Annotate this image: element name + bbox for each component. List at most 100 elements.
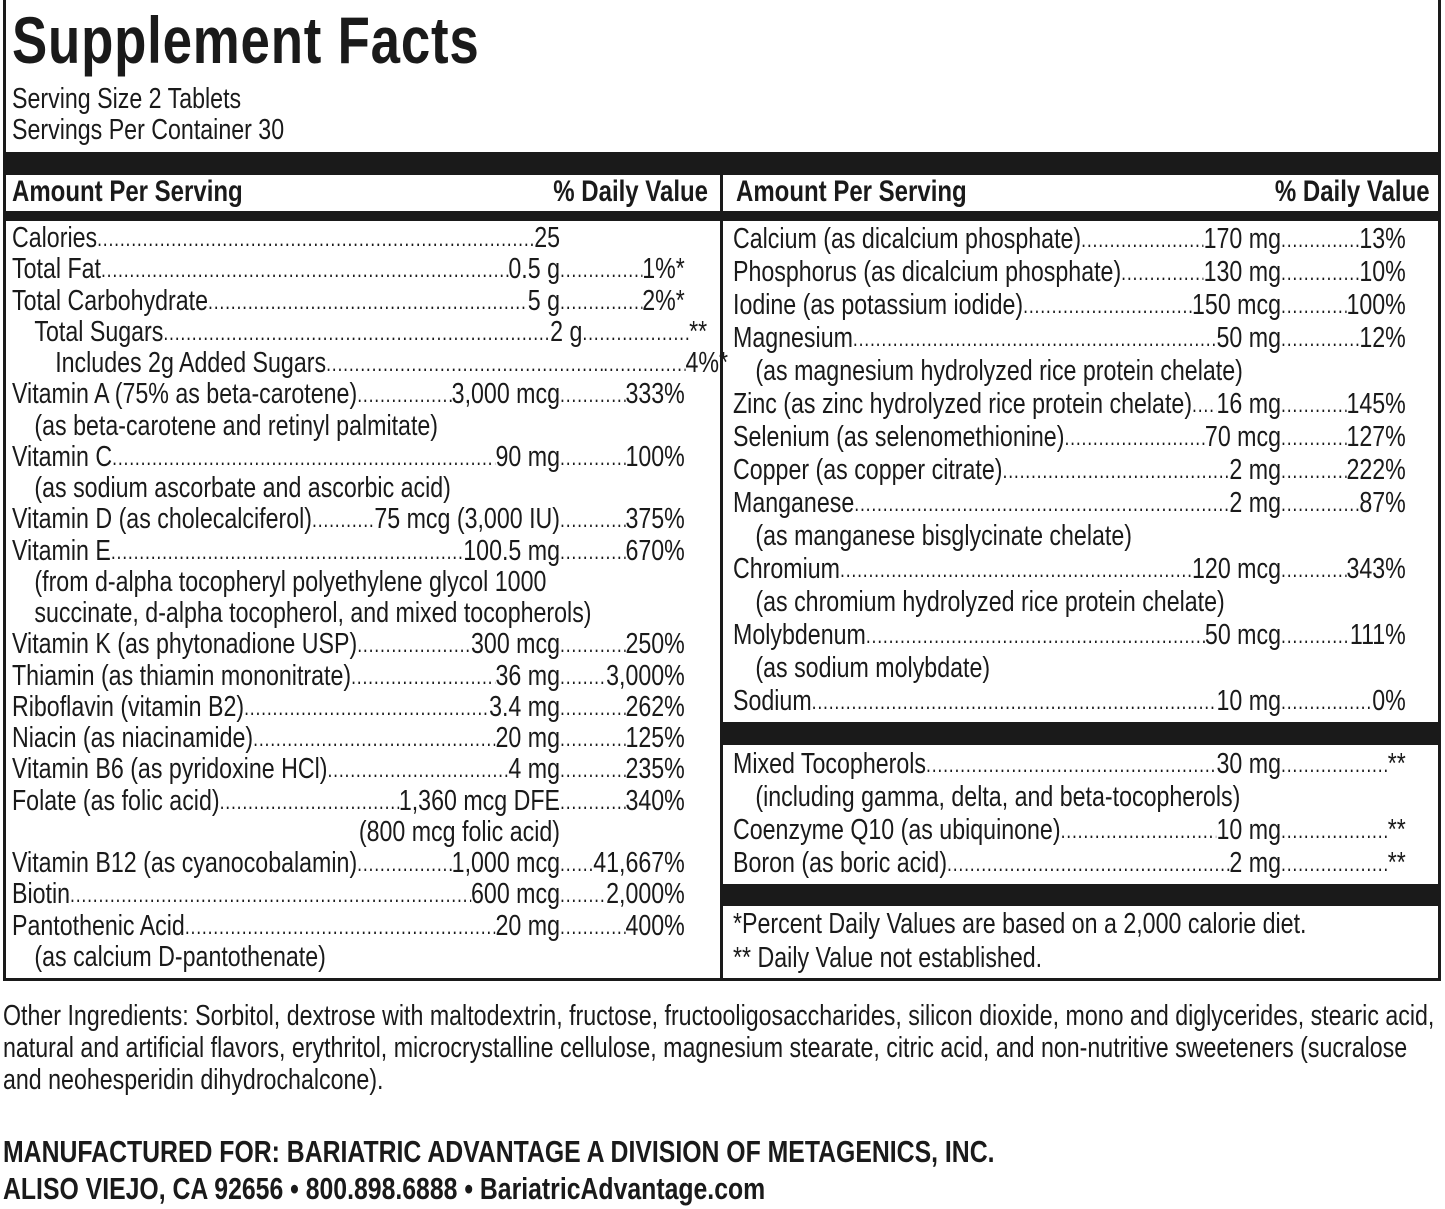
daily-value: 375% xyxy=(625,503,685,536)
dot-leader xyxy=(111,536,463,567)
source-text: (including gamma, delta, and beta-tocoph… xyxy=(755,781,1241,813)
nutrient-amount: 300 mcg xyxy=(471,628,560,661)
nutrient-name: Total Sugars xyxy=(34,315,164,348)
nutrient-row: Mixed Tocopherols 30 mg ** xyxy=(733,748,1406,781)
nutrient-amount: 2 g xyxy=(550,315,583,348)
nutrient-source: (as chromium hydrolyzed rice protein che… xyxy=(733,586,1406,619)
nutrient-amount: 20 mg xyxy=(495,909,560,942)
dot-leader xyxy=(560,879,606,910)
nutrient-name: Calcium (as dicalcium phosphate) xyxy=(733,223,1082,255)
divider-bar xyxy=(723,884,1438,906)
dot-leader xyxy=(1281,388,1346,421)
daily-value: 670% xyxy=(625,534,685,567)
daily-value: 41,667% xyxy=(593,847,685,879)
nutrient-name: Magnesium xyxy=(733,322,853,354)
dot-leader xyxy=(326,348,603,379)
footnote-not-established: ** Daily Value not established. xyxy=(733,942,1043,974)
nutrient-amount: 150 mcg xyxy=(1192,289,1281,321)
nutrient-name: Coenzyme Q10 (as ubiquinone) xyxy=(733,814,1061,846)
source-text: (from d-alpha tocopheryl polyethylene gl… xyxy=(34,565,547,598)
nutrient-row: Magnesium 50 mg 12% xyxy=(733,322,1406,355)
dot-leader xyxy=(560,692,625,723)
dot-leader xyxy=(1281,322,1359,355)
nutrient-amount: 4 mg xyxy=(508,753,560,786)
daily-value: 3,000% xyxy=(606,659,685,692)
daily-value: 87% xyxy=(1359,487,1406,519)
nutrient-name: Zinc (as zinc hydrolyzed rice protein ch… xyxy=(733,388,1193,420)
dot-leader xyxy=(840,553,1192,586)
dot-leader xyxy=(1281,421,1346,454)
nutrient-amount: 70 mcg xyxy=(1204,421,1281,453)
dot-leader xyxy=(1023,289,1192,322)
dot-leader xyxy=(97,223,534,254)
nutrient-amount: 10 mg xyxy=(1216,685,1281,717)
dot-leader xyxy=(560,536,625,567)
panel-title: Supplement Facts xyxy=(12,3,480,77)
dot-leader xyxy=(560,911,625,942)
dot-leader xyxy=(1281,223,1359,256)
daily-value: 125% xyxy=(625,722,685,754)
daily-value: 250% xyxy=(625,628,685,661)
nutrient-row: Vitamin C 90 mg 100% xyxy=(12,440,728,473)
nutrient-name: Sodium xyxy=(733,685,812,717)
nutrient-name: Folate (as folic acid) xyxy=(12,784,220,817)
nutrient-row: Total Sugars 2 g ** xyxy=(12,315,728,348)
nutrient-row: Folate (as folic acid) 1,360 mcg DFE 340% xyxy=(12,784,728,817)
nutrient-row: Total Carbohydrate 5 g 2%* xyxy=(12,285,728,317)
nutrient-amount: 170 mg xyxy=(1203,223,1281,255)
nutrient-source: (as beta-carotene and retinyl palmitate) xyxy=(12,409,728,442)
nutrient-source: (as manganese bisglycinate chelate) xyxy=(733,520,1406,553)
nutrient-name: Includes 2g Added Sugars xyxy=(55,347,327,379)
daily-value: ** xyxy=(1387,748,1406,780)
dot-leader xyxy=(1003,454,1230,487)
dot-leader xyxy=(208,286,528,317)
nutrient-row: Thiamin (as thiamin mononitrate) 36 mg 3,… xyxy=(12,659,728,692)
dot-leader xyxy=(357,629,471,660)
nutrient-amount: 50 mg xyxy=(1216,322,1281,354)
dot-leader xyxy=(560,504,625,535)
dot-leader xyxy=(603,348,685,379)
daily-value: 1%* xyxy=(642,253,685,286)
source-text: (as beta-carotene and retinyl palmitate) xyxy=(34,409,439,442)
nutrient-amount: 25 xyxy=(534,222,560,254)
dot-leader xyxy=(560,254,642,285)
dot-leader xyxy=(947,847,1229,880)
nutrient-row: Includes 2g Added Sugars 4%* xyxy=(12,347,728,379)
dot-leader xyxy=(1281,289,1346,322)
amount-per-serving-label: Amount Per Serving xyxy=(736,175,967,208)
daily-value: ** xyxy=(1387,847,1406,879)
dot-leader xyxy=(253,723,495,754)
dot-leader xyxy=(1081,223,1203,256)
nutrient-row: Sodium 10 mg 0% xyxy=(733,685,1406,718)
nutrient-name: Biotin xyxy=(12,878,71,911)
nutrient-name: Pantothenic Acid xyxy=(12,909,185,942)
left-nutrient-list: Calories25Total Fat0.5 g1%*Total Carbohy… xyxy=(12,222,728,973)
nutrient-source: succinate, d-alpha tocopherol, and mixed… xyxy=(12,597,728,629)
daily-value: 111% xyxy=(1349,619,1406,651)
dot-leader xyxy=(312,504,374,535)
nutrient-row: Niacin (as niacinamide) 20 mg 125% xyxy=(12,722,728,754)
nutrient-row: Pantothenic Acid 20 mg 400% xyxy=(12,909,728,942)
dot-leader xyxy=(112,442,495,473)
left-column-header: Amount Per Serving % Daily Value xyxy=(12,174,708,210)
nutrient-row: Coenzyme Q10 (as ubiquinone) 10 mg ** xyxy=(733,814,1406,847)
nutrient-name: Chromium xyxy=(733,553,840,585)
nutrient-name: Vitamin A (75% as beta-carotene) xyxy=(12,378,358,411)
nutrient-source: (as magnesium hydrolyzed rice protein ch… xyxy=(733,355,1406,388)
dot-leader xyxy=(1281,553,1346,586)
dot-leader xyxy=(185,911,496,942)
nutrient-amount: 100.5 mg xyxy=(463,534,560,567)
nutrient-row: Vitamin D (as cholecalciferol) 75 mcg (3… xyxy=(12,503,728,536)
nutrient-amount: 20 mg xyxy=(495,722,560,754)
nutrient-source: (800 mcg folic acid) xyxy=(12,816,728,848)
nutrient-source: (including gamma, delta, and beta-tocoph… xyxy=(733,781,1406,814)
column-divider xyxy=(720,175,723,981)
dot-leader xyxy=(357,379,451,410)
daily-value: 4%* xyxy=(685,347,728,379)
nutrient-name: Riboflavin (vitamin B2) xyxy=(12,690,245,723)
dot-leader xyxy=(1281,748,1388,781)
source-text: (as chromium hydrolyzed rice protein che… xyxy=(755,586,1225,618)
dot-leader xyxy=(1281,814,1388,847)
dot-leader xyxy=(327,754,508,785)
nutrient-name: Vitamin C xyxy=(12,440,113,473)
